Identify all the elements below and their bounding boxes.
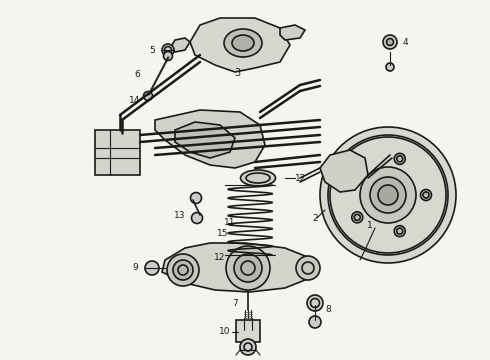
Circle shape	[167, 254, 199, 286]
Polygon shape	[280, 25, 305, 40]
Polygon shape	[190, 18, 290, 72]
Text: 12: 12	[214, 253, 225, 262]
Circle shape	[320, 127, 456, 263]
Text: 6: 6	[134, 69, 140, 78]
Ellipse shape	[232, 35, 254, 51]
Text: 7: 7	[232, 298, 238, 307]
Circle shape	[164, 51, 172, 60]
Bar	[236, 320, 260, 342]
Text: 14: 14	[129, 95, 140, 104]
Circle shape	[145, 261, 159, 275]
Text: 8: 8	[325, 306, 331, 315]
Circle shape	[234, 254, 262, 282]
Polygon shape	[175, 122, 235, 158]
Polygon shape	[170, 38, 190, 52]
Circle shape	[383, 35, 397, 49]
Circle shape	[360, 167, 416, 223]
Circle shape	[420, 189, 432, 201]
Ellipse shape	[241, 170, 275, 186]
Circle shape	[394, 153, 405, 165]
Text: 11: 11	[223, 217, 235, 226]
Circle shape	[352, 212, 363, 223]
Circle shape	[240, 339, 256, 355]
Text: 13: 13	[173, 211, 185, 220]
Text: 15: 15	[217, 229, 228, 238]
Polygon shape	[320, 150, 368, 192]
Text: 5: 5	[149, 45, 155, 54]
Circle shape	[309, 316, 321, 328]
Circle shape	[307, 295, 323, 311]
Circle shape	[296, 256, 320, 280]
Polygon shape	[95, 130, 140, 175]
Circle shape	[378, 185, 398, 205]
Text: 9: 9	[132, 264, 138, 273]
Circle shape	[370, 177, 406, 213]
Polygon shape	[162, 243, 315, 292]
Text: 4: 4	[403, 37, 409, 46]
Polygon shape	[155, 110, 265, 168]
Circle shape	[386, 63, 394, 71]
Circle shape	[226, 246, 270, 290]
Circle shape	[191, 193, 201, 203]
Circle shape	[144, 91, 152, 100]
Circle shape	[387, 39, 393, 45]
Text: 3: 3	[234, 68, 240, 78]
Text: 10: 10	[219, 328, 230, 337]
Circle shape	[162, 44, 174, 56]
Text: 1: 1	[367, 220, 373, 230]
Circle shape	[192, 212, 202, 224]
Circle shape	[173, 260, 193, 280]
Circle shape	[352, 167, 363, 178]
Circle shape	[394, 226, 405, 237]
Text: 2: 2	[312, 213, 318, 222]
Ellipse shape	[224, 29, 262, 57]
Ellipse shape	[234, 253, 266, 267]
Text: 12: 12	[295, 174, 306, 183]
